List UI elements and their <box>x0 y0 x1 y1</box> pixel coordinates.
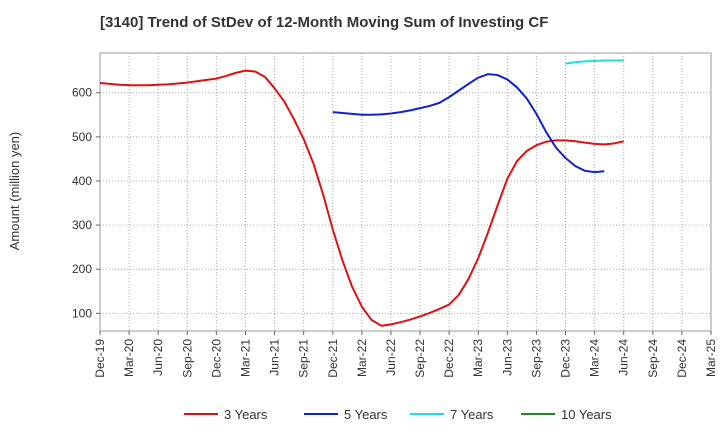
x-tick-label: Mar-22 <box>355 339 369 377</box>
legend-label: 5 Years <box>344 407 388 422</box>
x-tick-label: Mar-21 <box>238 339 252 377</box>
axis-layer: Dec-19 Mar-20 Jun-20 Sep-20 Dec-20 Mar-21 Jun-… <box>72 86 718 378</box>
x-tick-label: Jun-22 <box>384 339 398 376</box>
series-line-7-years <box>565 59 624 65</box>
y-tick-label: 300 <box>72 218 92 232</box>
legend: 3 Years 5 Years 7 Years 10 Years <box>184 407 612 422</box>
grid-layer <box>100 53 711 331</box>
x-tick-label: Dec-24 <box>675 339 689 378</box>
series-line-5-years <box>332 73 605 174</box>
x-tick-label: Mar-24 <box>588 339 602 377</box>
y-tick-label: 100 <box>72 306 92 320</box>
y-axis-label: Amount (million yen) <box>7 132 22 251</box>
x-tick-label: Mar-20 <box>122 339 136 377</box>
y-tick-label: 600 <box>72 86 92 100</box>
x-tick-label: Mar-23 <box>471 339 485 377</box>
x-tick-label: Jun-20 <box>151 339 165 376</box>
x-tick-label: Jun-23 <box>500 339 514 376</box>
legend-label: 10 Years <box>561 407 612 422</box>
x-tick-label: Dec-19 <box>93 339 107 378</box>
x-tick-label: Dec-23 <box>559 339 573 378</box>
y-tick-label: 200 <box>72 262 92 276</box>
legend-label: 7 Years <box>450 407 494 422</box>
x-tick-label: Dec-21 <box>326 339 340 378</box>
x-tick-label: Mar-25 <box>704 339 718 377</box>
x-tick-label: Sep-20 <box>180 339 194 378</box>
legend-label: 3 Years <box>224 407 268 422</box>
y-tick-label: 500 <box>72 130 92 144</box>
series-line-3-years <box>99 69 624 327</box>
series-layer <box>99 59 624 327</box>
x-tick-label: Dec-20 <box>209 339 223 378</box>
x-tick-label: Sep-24 <box>646 339 660 378</box>
x-tick-label: Jun-24 <box>617 339 631 376</box>
x-tick-label: Jun-21 <box>268 339 282 376</box>
x-tick-label: Sep-21 <box>297 339 311 378</box>
chart-title: [3140] Trend of StDev of 12-Month Moving… <box>100 14 548 31</box>
x-tick-label: Dec-22 <box>442 339 456 378</box>
y-tick-label: 400 <box>72 174 92 188</box>
x-tick-label: Sep-23 <box>529 339 543 378</box>
plot-frame <box>99 52 712 332</box>
x-tick-label: Sep-22 <box>413 339 427 378</box>
